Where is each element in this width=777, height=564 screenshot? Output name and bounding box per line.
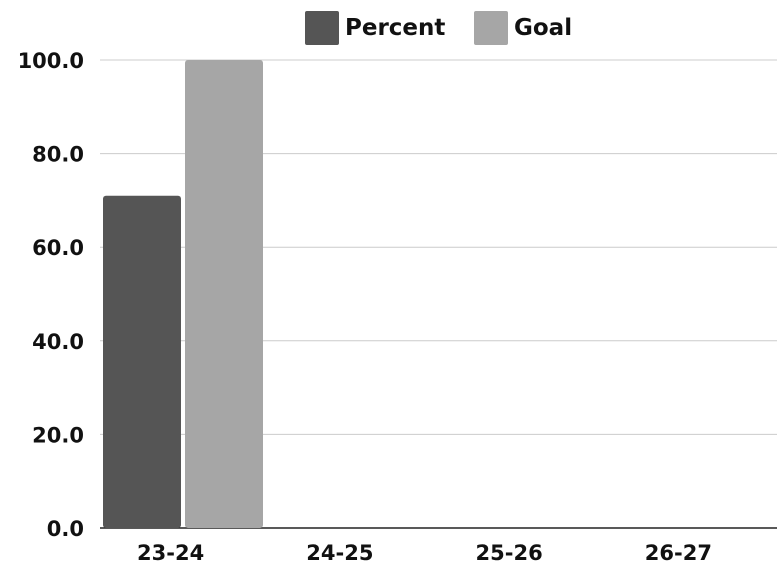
bar-percent-23-24 bbox=[103, 195, 181, 528]
legend-item-goal: Goal bbox=[474, 8, 572, 48]
x-tick-label: 23-24 bbox=[137, 541, 204, 564]
legend: Percent Goal bbox=[0, 8, 777, 48]
x-axis-ticks: 23-24 24-25 25-26 26-27 bbox=[137, 541, 712, 564]
legend-swatch-goal bbox=[474, 11, 508, 45]
legend-item-percent: Percent bbox=[305, 8, 445, 48]
y-tick-label: 100.0 bbox=[18, 49, 84, 73]
y-axis-ticks: 0.0 20.0 40.0 60.0 80.0 100.0 bbox=[18, 49, 84, 541]
y-tick-label: 40.0 bbox=[32, 330, 84, 354]
y-tick-label: 80.0 bbox=[32, 143, 84, 167]
bar-goal-23-24 bbox=[185, 60, 263, 528]
y-tick-label: 60.0 bbox=[32, 236, 84, 260]
x-tick-label: 26-27 bbox=[645, 541, 712, 564]
legend-label-percent: Percent bbox=[345, 15, 446, 41]
x-tick-label: 24-25 bbox=[306, 541, 373, 564]
bars bbox=[103, 60, 263, 528]
legend-label-goal: Goal bbox=[514, 15, 573, 41]
y-tick-label: 0.0 bbox=[47, 517, 84, 541]
y-tick-label: 20.0 bbox=[32, 423, 84, 447]
x-tick-label: 25-26 bbox=[476, 541, 543, 564]
legend-swatch-percent bbox=[305, 11, 339, 45]
